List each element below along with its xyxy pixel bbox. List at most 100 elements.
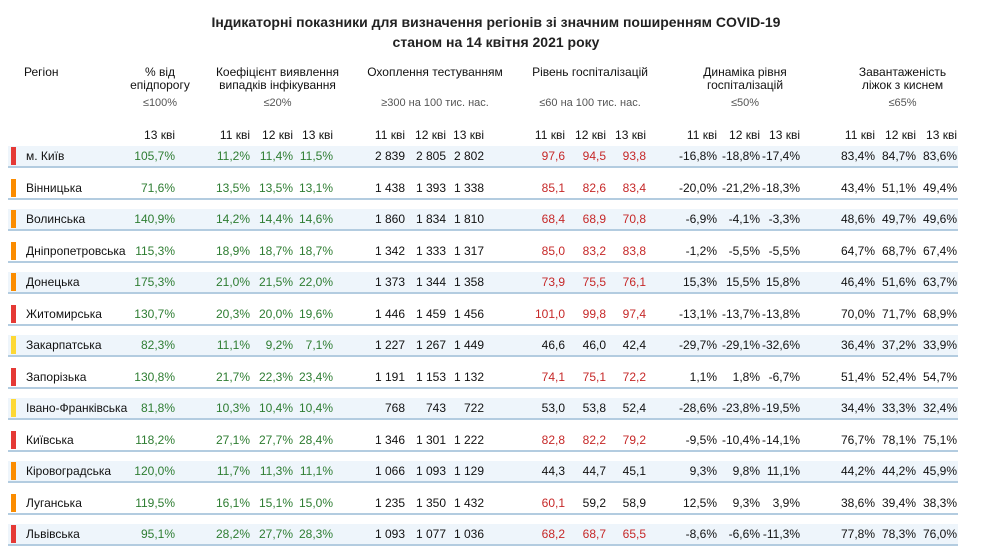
- cell-coef-0: 11,1%: [216, 338, 250, 352]
- cell-load-0: 76,7%: [840, 432, 875, 447]
- cell-coef-1: 9,2%: [265, 338, 293, 352]
- table-row: Київська 118,2% 27,1% 27,7% 28,4% 1 346 1 301 1…: [8, 430, 958, 452]
- cell-test-0: 1 438: [374, 180, 405, 195]
- cell-coef-0: 28,2%: [215, 527, 250, 541]
- status-marker: [11, 525, 16, 543]
- status-marker: [11, 304, 16, 323]
- cell-load-0: 38,6%: [840, 495, 875, 510]
- status-marker: [11, 210, 16, 228]
- cell-hosp-0: 101,0: [534, 306, 565, 321]
- table-row: Житомирська 130,7% 20,3% 20,0% 19,6% 1 446 1 4…: [8, 304, 958, 326]
- status-marker: [11, 462, 16, 480]
- cell-hosp-1: 75,1: [582, 369, 606, 384]
- cell-epid-0: 81,8%: [140, 401, 175, 415]
- region-name: м. Київ: [26, 149, 65, 163]
- cell-load-2: 68,9%: [922, 306, 957, 321]
- cell-test-2: 1 338: [453, 180, 484, 195]
- cell-coef-0: 21,0%: [215, 275, 250, 289]
- cell-epid-0: 82,3%: [140, 338, 175, 352]
- cell-coef-2: 28,4%: [298, 432, 333, 447]
- day-header-dyn-0: 11 кві: [686, 128, 717, 142]
- table-row: Закарпатська 82,3% 11,1% 9,2% 7,1% 1 227 1 267…: [8, 335, 958, 357]
- day-header-load-2: 13 кві: [926, 128, 957, 142]
- cell-load-1: 51,6%: [881, 275, 916, 289]
- cell-test-0: 1 066: [374, 464, 405, 478]
- cell-load-2: 67,4%: [922, 243, 957, 258]
- cell-test-1: 1 077: [415, 527, 446, 541]
- cell-load-1: 84,7%: [881, 149, 916, 163]
- cell-test-1: 1 350: [415, 495, 446, 510]
- cell-coef-1: 21,5%: [258, 275, 293, 289]
- cell-dyn-0: 1,1%: [689, 369, 717, 384]
- cell-coef-0: 13,5%: [215, 180, 250, 195]
- region-name: Дніпропетровська: [26, 243, 126, 258]
- cell-epid-0: 175,3%: [134, 275, 175, 289]
- header-hosp-line1: Рівень госпіталізацій: [532, 65, 648, 79]
- cell-epid-0: 130,7%: [134, 306, 175, 321]
- cell-dyn-0: -28,6%: [678, 401, 717, 415]
- cell-hosp-1: 68,7: [582, 527, 606, 541]
- header-epid: % від епідпорогу: [110, 66, 210, 92]
- cell-test-0: 1 227: [374, 338, 405, 352]
- header-epid-line1: % від: [144, 65, 176, 79]
- cell-hosp-0: 68,4: [541, 212, 565, 226]
- cell-hosp-0: 82,8: [541, 432, 565, 447]
- day-header-load-1: 12 кві: [885, 128, 916, 142]
- cell-test-2: 722: [463, 401, 484, 415]
- day-header-test-0: 11 кві: [374, 128, 405, 142]
- day-header-epid-0: 13 кві: [144, 128, 175, 142]
- cell-dyn-2: -11,3%: [762, 527, 800, 541]
- cell-test-0: 1 093: [374, 527, 405, 541]
- cell-dyn-2: -13,8%: [761, 306, 800, 321]
- cell-coef-2: 7,1%: [305, 338, 333, 352]
- cell-coef-0: 14,2%: [215, 212, 250, 226]
- cell-coef-2: 11,1%: [299, 464, 333, 478]
- day-header-dyn-2: 13 кві: [769, 128, 800, 142]
- cell-dyn-2: -17,4%: [761, 149, 800, 163]
- threshold-dyn: ≤50%: [730, 97, 760, 109]
- day-header-load-0: 11 кві: [844, 128, 875, 142]
- cell-hosp-2: 83,8: [622, 243, 646, 258]
- cell-dyn-1: -10,4%: [721, 432, 760, 447]
- cell-hosp-1: 46,0: [582, 338, 606, 352]
- cell-hosp-2: 93,8: [622, 149, 646, 163]
- cell-test-2: 2 802: [453, 149, 484, 163]
- cell-test-2: 1 358: [453, 275, 484, 289]
- cell-hosp-0: 60,1: [541, 495, 565, 510]
- cell-hosp-2: 72,2: [622, 369, 646, 384]
- cell-test-1: 743: [425, 401, 446, 415]
- cell-dyn-2: -3,3%: [768, 212, 800, 226]
- region-name: Донецька: [26, 275, 80, 289]
- header-hosp: Рівень госпіталізацій: [515, 66, 665, 79]
- cell-test-2: 1 222: [453, 432, 484, 447]
- cell-dyn-0: -9,5%: [685, 432, 717, 447]
- cell-load-0: 44,2%: [840, 464, 875, 478]
- cell-coef-2: 18,7%: [298, 243, 333, 258]
- cell-dyn-1: 15,5%: [725, 275, 760, 289]
- status-marker: [11, 241, 16, 260]
- cell-dyn-2: -14,1%: [761, 432, 800, 447]
- cell-test-2: 1 810: [453, 212, 484, 226]
- cell-hosp-1: 68,9: [582, 212, 606, 226]
- cell-hosp-2: 65,5: [622, 527, 646, 541]
- cell-epid-0: 71,6%: [140, 180, 175, 195]
- region-name: Волинська: [26, 212, 86, 226]
- cell-dyn-0: -13,1%: [678, 306, 717, 321]
- region-name: Київська: [26, 432, 74, 447]
- status-marker: [11, 336, 16, 354]
- cell-dyn-0: -1,2%: [685, 243, 717, 258]
- cell-load-1: 71,7%: [881, 306, 916, 321]
- cell-coef-2: 14,6%: [298, 212, 333, 226]
- day-header-test-1: 12 кві: [415, 128, 446, 142]
- cell-coef-2: 11,5%: [299, 149, 333, 163]
- cell-hosp-0: 74,1: [541, 369, 565, 384]
- table-row: м. Київ 105,7% 11,2% 11,4% 11,5% 2 839 2 805 2 …: [8, 146, 958, 168]
- cell-coef-1: 18,7%: [258, 243, 293, 258]
- cell-load-0: 48,6%: [840, 212, 875, 226]
- table-row: Вінницька 71,6% 13,5% 13,5% 13,1% 1 438 1 393 1…: [8, 178, 958, 200]
- cell-coef-2: 19,6%: [298, 306, 333, 321]
- cell-coef-0: 10,3%: [215, 401, 250, 415]
- cell-load-0: 51,4%: [840, 369, 875, 384]
- cell-test-2: 1 449: [453, 338, 484, 352]
- cell-dyn-2: -32,6%: [761, 338, 800, 352]
